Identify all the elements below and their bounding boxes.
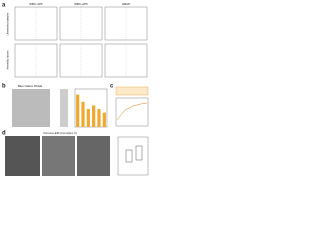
plot-title: WBC-APF xyxy=(29,2,43,6)
panel-label: c xyxy=(110,84,114,90)
bar xyxy=(86,109,90,127)
plot-title: WBC-APF xyxy=(74,2,88,6)
row-label: Assembly factors xyxy=(7,50,10,70)
panel-title: Blue Native PAGE xyxy=(18,84,42,88)
panel-label: b xyxy=(2,84,6,90)
panel-title: Immuno-EM (Complex V) xyxy=(43,131,77,135)
box xyxy=(125,149,133,163)
micrograph xyxy=(77,136,110,176)
box xyxy=(135,145,143,161)
figure: a WBC-APF WBC-APF GBAP Unenriched sample… xyxy=(2,2,149,176)
bar-plot xyxy=(74,88,108,128)
scheme xyxy=(115,86,149,96)
box-plot-frame xyxy=(117,136,149,176)
bar xyxy=(76,94,80,127)
micrograph xyxy=(5,136,40,176)
bar xyxy=(81,101,85,127)
scatter-frames xyxy=(14,6,148,78)
panel-label: a xyxy=(2,3,6,9)
micrograph xyxy=(42,136,75,176)
decor-line xyxy=(116,102,148,121)
line-plot-frame xyxy=(115,97,149,127)
bar xyxy=(97,109,101,127)
plot-title: GBAP xyxy=(122,2,130,6)
gel-lane xyxy=(60,89,68,127)
bar xyxy=(92,105,96,127)
panel-label: d xyxy=(2,131,6,137)
bar xyxy=(102,112,106,127)
row-label: Unenriched samples xyxy=(7,12,10,36)
gel-image xyxy=(12,89,50,127)
